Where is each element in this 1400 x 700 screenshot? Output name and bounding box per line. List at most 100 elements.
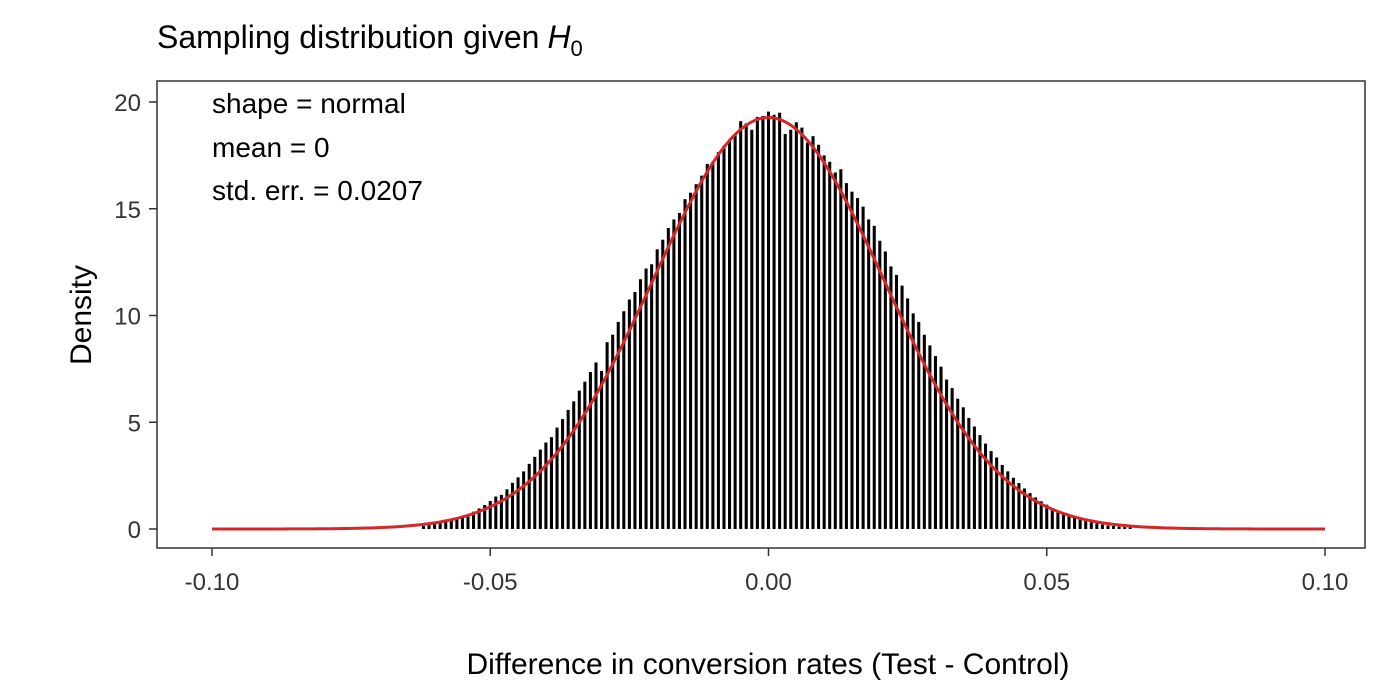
x-axis-title: Difference in conversion rates (Test - C… (466, 648, 1069, 681)
histogram-bar (794, 122, 798, 529)
plot-panel-border (156, 80, 1366, 549)
histogram-bar (739, 121, 743, 530)
y-tick-label: 5 (128, 410, 141, 437)
histogram-bar (972, 426, 976, 529)
y-tick-label: 15 (114, 197, 141, 224)
histogram-bar (950, 388, 954, 529)
histogram-bar (956, 398, 960, 529)
histogram-bar (1123, 527, 1127, 529)
histogram-bar (1017, 483, 1021, 529)
histogram-bar (1117, 526, 1121, 529)
chart-title-subscript: 0 (571, 36, 583, 61)
histogram-bar (655, 249, 659, 529)
histogram-bar (744, 123, 748, 529)
histogram-bar (600, 371, 604, 529)
histogram-bar (772, 114, 776, 529)
histogram-bar (922, 334, 926, 529)
histogram-bar (1022, 488, 1027, 529)
annotation-mean: mean = 0 (212, 132, 330, 163)
histogram-bar (789, 129, 793, 529)
histogram-bar (945, 379, 949, 529)
histogram-bar (1034, 497, 1038, 529)
histogram-bar (878, 240, 882, 529)
histogram-bar (488, 501, 492, 529)
histogram-bar (494, 496, 498, 529)
histogram-bar (1084, 521, 1088, 529)
histogram-bar (522, 471, 526, 529)
histogram-bar (1056, 511, 1060, 529)
histogram-bar (1011, 477, 1015, 529)
histogram-bar (627, 299, 631, 529)
y-tick-label: 20 (114, 90, 141, 117)
histogram-bar (856, 198, 860, 529)
y-tick-label: 10 (114, 304, 141, 331)
histogram-bar (561, 419, 565, 529)
histogram-bar (800, 127, 804, 530)
histogram-bar (449, 520, 453, 529)
histogram-bar (967, 417, 971, 529)
histogram-bar (516, 477, 520, 529)
histogram-bar (783, 134, 787, 529)
histogram-bar (1106, 525, 1110, 529)
histogram-bar (755, 116, 759, 529)
x-tick-label: 0.10 (1302, 569, 1349, 596)
histogram-bar (477, 508, 481, 529)
histogram-bar (1095, 523, 1099, 529)
histogram-bar (421, 526, 425, 529)
histogram-bar (650, 264, 654, 529)
y-tick-label: 0 (128, 517, 141, 544)
histogram-bar (505, 489, 509, 529)
histogram-bar (778, 112, 782, 530)
histogram-bar (861, 206, 865, 529)
histogram-bar (833, 172, 837, 529)
histogram-bar (566, 409, 570, 529)
histogram-bar (527, 463, 531, 529)
histogram-bar (538, 449, 542, 529)
histogram-bar (805, 142, 809, 529)
histogram-bar (817, 144, 821, 529)
histogram-bar (433, 524, 437, 529)
histogram-bar (638, 279, 643, 529)
histogram-bar (750, 129, 754, 529)
histogram-bar (611, 334, 615, 529)
histogram-bar (683, 199, 687, 529)
histogram-bar (844, 183, 848, 529)
chart-title-text: Sampling distribution given (157, 19, 539, 55)
histogram-bar (850, 191, 854, 530)
histogram-bar (622, 311, 626, 529)
annotation-shape: shape = normal (212, 88, 406, 119)
histogram-bar (883, 251, 887, 529)
histogram-bar (1073, 517, 1077, 529)
histogram-bar (961, 407, 965, 529)
histogram-bar (822, 155, 826, 530)
histogram-bar (616, 321, 620, 529)
histogram-bar (472, 511, 476, 529)
histogram-bar (672, 219, 676, 529)
histogram-bar (911, 313, 915, 529)
histogram-bar (694, 184, 698, 529)
histogram-bar (544, 442, 548, 529)
histogram-bar (828, 161, 832, 529)
histogram-bar (1128, 527, 1132, 529)
histogram-bar (677, 213, 681, 529)
y-axis: 0 5 10 15 20 (114, 90, 157, 544)
histogram-bar (1061, 513, 1065, 529)
histogram-bar (438, 523, 442, 529)
x-tick-label: -0.10 (185, 569, 240, 596)
histogram-bar (555, 427, 559, 529)
histogram-bar (1112, 526, 1116, 529)
histogram-bar (1039, 501, 1043, 529)
annotation-block: shape = normal mean = 0 std. err. = 0.02… (212, 88, 423, 206)
x-tick-label: 0.05 (1023, 569, 1070, 596)
histogram-bar (1000, 464, 1004, 529)
histogram-bar (766, 111, 771, 530)
histogram-bar (939, 366, 943, 529)
histogram-bar (867, 219, 871, 529)
histogram-bar (427, 525, 431, 529)
histogram-bar (978, 435, 982, 529)
chart-title: Sampling distribution given H0 (157, 19, 583, 61)
histogram-bar (1006, 471, 1010, 529)
histogram-bar (455, 518, 459, 529)
histogram-bar (722, 145, 726, 529)
